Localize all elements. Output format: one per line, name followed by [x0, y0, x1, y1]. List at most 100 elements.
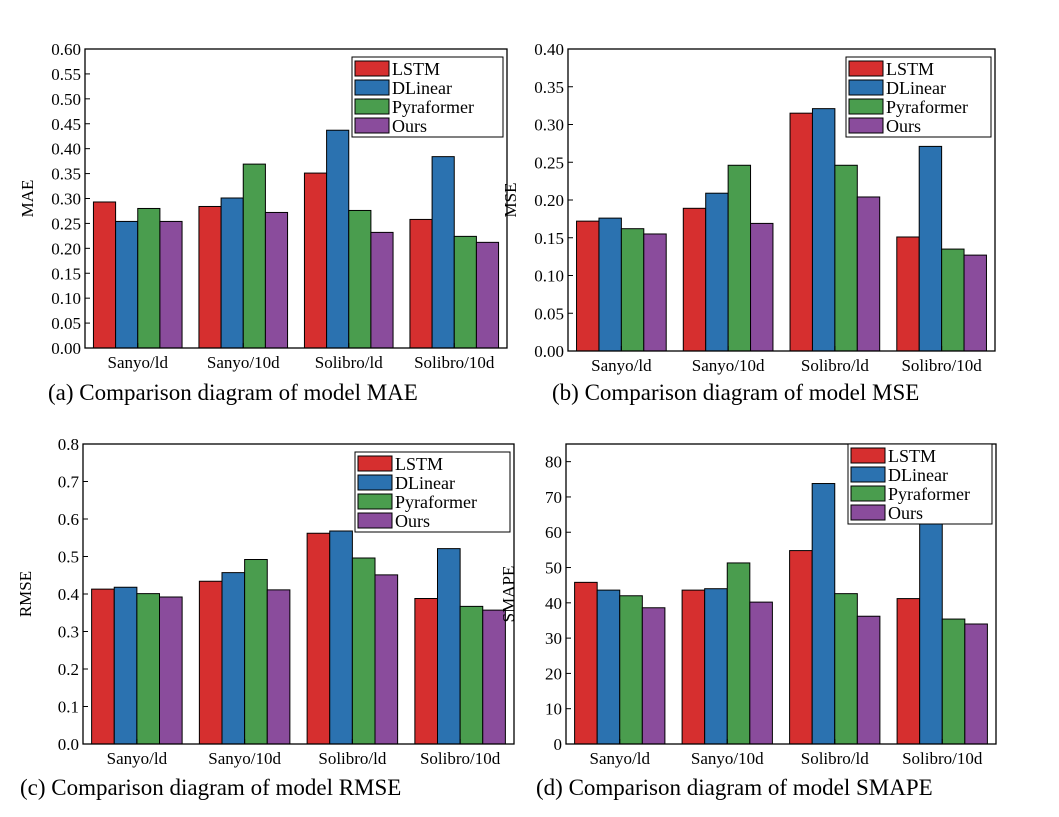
bar-dlinear-1	[704, 588, 728, 745]
bar-pyraformer-2	[348, 209, 372, 349]
bar-ours-0	[159, 220, 183, 349]
bar-pyraformer-0	[619, 595, 643, 745]
bar-dlinear-0	[596, 589, 621, 745]
legend-swatch-pyraformer	[354, 98, 390, 115]
legend-swatch-lstm	[848, 60, 884, 77]
bar-ours-0	[643, 233, 667, 352]
bar-ours-2	[856, 615, 881, 745]
bar-dlinear-3	[918, 145, 943, 352]
y-axis-label: MSE	[501, 183, 520, 218]
bar-lstm-2	[789, 112, 813, 352]
y-tick-label: 80	[545, 453, 562, 472]
legend-swatch-dlinear	[354, 79, 390, 96]
y-tick-label: 0.0	[58, 735, 79, 754]
bar-dlinear-1	[221, 572, 246, 745]
chart-panel-mae: 0.00 0.05 0.10 0.15 0.20 0.25 0.30 0.35 0.40 0.45…	[0, 0, 530, 420]
legend-label-pyraformer: Pyraformer	[395, 492, 477, 512]
legend-swatch-pyraformer	[357, 493, 393, 510]
y-tick-label: 70	[545, 488, 562, 507]
bar-lstm-3	[896, 598, 921, 745]
bar-ours-3	[964, 623, 988, 745]
bar-ours-1	[750, 222, 774, 352]
bar-lstm-1	[681, 589, 706, 745]
x-tick-label: Solibro/10d	[901, 356, 982, 375]
legend-swatch-ours	[354, 117, 390, 134]
bar-dlinear-2	[811, 108, 836, 352]
bar-pyraformer-3	[941, 248, 965, 352]
x-tick-label: Solibro/ld	[315, 353, 384, 372]
bar-ours-3	[475, 241, 500, 349]
y-tick-label: 0.7	[58, 473, 80, 492]
y-tick-label: 0.15	[534, 229, 564, 248]
y-tick-label: 0.5	[58, 548, 79, 567]
legend-label-lstm: LSTM	[886, 59, 934, 79]
y-tick-label: 0.35	[51, 165, 81, 184]
legend-label-pyraformer: Pyraformer	[886, 97, 968, 117]
bar-lstm-2	[303, 172, 328, 349]
bar-lstm-0	[92, 201, 117, 349]
y-tick-label: 0.30	[534, 116, 564, 135]
y-tick-label: 0.60	[51, 40, 81, 59]
bar-dlinear-2	[329, 530, 353, 745]
legend-label-dlinear: DLinear	[395, 473, 455, 493]
y-tick-label: 0.3	[58, 623, 79, 642]
bar-lstm-0	[91, 588, 115, 745]
x-tick-label: Sanyo/10d	[207, 353, 280, 372]
legend-swatch-pyraformer	[850, 485, 886, 502]
x-tick-label: Solibro/10d	[902, 749, 983, 768]
legend-label-ours: Ours	[888, 503, 923, 523]
bar-lstm-2	[789, 550, 813, 745]
x-tick-label: Sanyo/10d	[208, 749, 281, 768]
bar-pyraformer-1	[242, 163, 266, 349]
legend-swatch-dlinear	[848, 79, 884, 96]
rmse-chart: 0.0 0.1 0.2 0.3 0.4 0.5 0.6 0.7 0.8 Sanyo/ld Sanyo…	[16, 435, 515, 768]
chart-panel-smape: 0 10 20 30 40 50 60 70 80 Sanyo/ld Sanyo/10d Solibr…	[499, 430, 1059, 817]
legend-label-ours: Ours	[886, 116, 921, 136]
legend-swatch-dlinear	[850, 466, 886, 483]
legend-swatch-ours	[848, 117, 884, 134]
legend-label-pyraformer: Pyraformer	[888, 484, 970, 504]
y-tick-label: 0.40	[51, 140, 81, 159]
bar-ours-1	[749, 601, 773, 745]
x-tick-label: Sanyo/10d	[691, 749, 764, 768]
bar-ours-2	[374, 574, 399, 745]
bar-pyraformer-3	[941, 618, 966, 745]
y-tick-label: 0.1	[58, 698, 79, 717]
mae-chart: 0.00 0.05 0.10 0.15 0.20 0.25 0.30 0.35 0.40 0.45…	[18, 40, 508, 372]
bar-ours-1	[266, 589, 291, 745]
bar-lstm-1	[198, 580, 223, 745]
bar-ours-3	[963, 254, 987, 352]
bar-ours-0	[641, 607, 666, 745]
bar-ours-0	[159, 596, 183, 745]
y-tick-label: 0.40	[534, 40, 564, 59]
plot-frame	[565, 443, 997, 745]
legend-label-lstm: LSTM	[392, 59, 440, 79]
y-tick-label: 0.15	[51, 264, 81, 283]
smape-caption: (d) Comparison diagram of model SMAPE	[536, 775, 933, 800]
bar-lstm-1	[682, 207, 707, 352]
bar-dlinear-3	[431, 156, 455, 349]
y-tick-label: 0.6	[58, 510, 79, 529]
bar-dlinear-3	[436, 548, 461, 745]
y-tick-label: 0.05	[51, 314, 81, 333]
legend-swatch-lstm	[850, 447, 886, 464]
bar-pyraformer-3	[459, 605, 484, 745]
bar-ours-3	[482, 609, 506, 745]
y-axis-label: RMSE	[16, 571, 35, 617]
bar-lstm-2	[306, 532, 331, 745]
y-tick-label: 0.50	[51, 90, 81, 109]
chart-panel-mse: 0.00 0.05 0.10 0.15 0.20 0.25 0.30 0.35 0.40 Sany…	[501, 0, 1059, 420]
legend-label-pyraformer: Pyraformer	[392, 97, 474, 117]
x-tick-label: Sanyo/ld	[590, 749, 651, 768]
y-tick-label: 40	[545, 594, 562, 613]
x-tick-label: Solibro/10d	[414, 353, 495, 372]
y-tick-label: 0.20	[534, 191, 564, 210]
legend-label-lstm: LSTM	[395, 454, 443, 474]
y-tick-label: 0.4	[58, 585, 80, 604]
mae-caption: (a) Comparison diagram of model MAE	[48, 380, 418, 405]
legend-label-dlinear: DLinear	[886, 78, 946, 98]
bar-pyraformer-3	[453, 235, 477, 349]
y-tick-label: 0	[554, 735, 563, 754]
x-tick-label: Solibro/ld	[801, 356, 870, 375]
legend-swatch-dlinear	[357, 474, 393, 491]
